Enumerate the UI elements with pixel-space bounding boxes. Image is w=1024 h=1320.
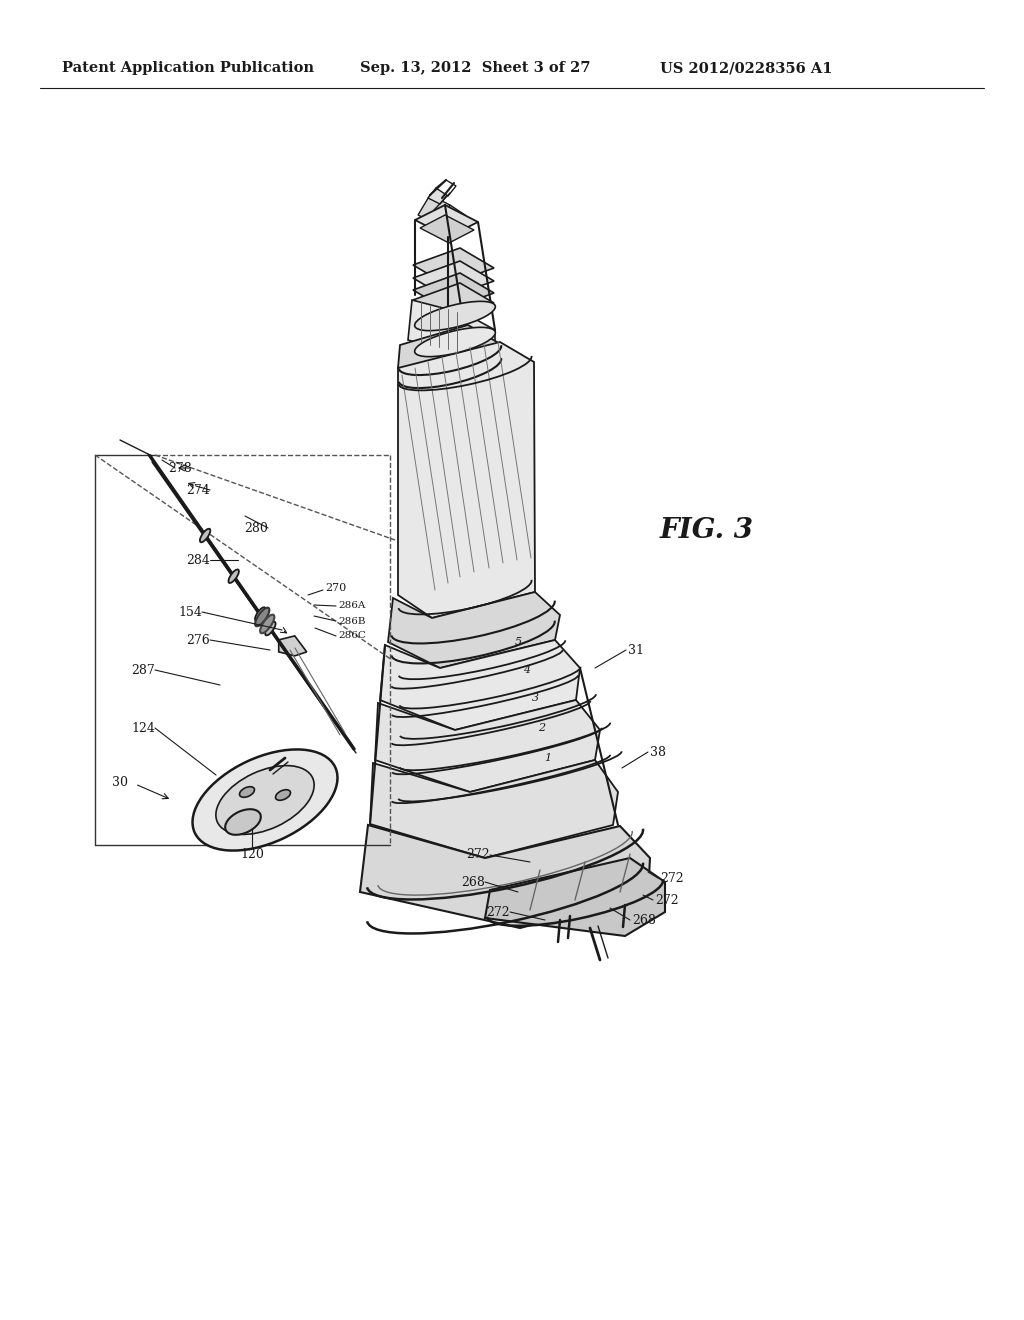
- Ellipse shape: [193, 750, 338, 850]
- Polygon shape: [418, 195, 450, 224]
- Ellipse shape: [265, 622, 275, 635]
- Text: 38: 38: [650, 746, 666, 759]
- Text: 280: 280: [244, 521, 268, 535]
- Polygon shape: [420, 215, 474, 243]
- Text: 30: 30: [112, 776, 128, 788]
- Text: FIG. 3: FIG. 3: [660, 516, 754, 544]
- Text: 286A: 286A: [338, 602, 366, 610]
- Polygon shape: [413, 282, 494, 319]
- Text: 272: 272: [660, 871, 684, 884]
- Polygon shape: [415, 205, 478, 238]
- Text: US 2012/0228356 A1: US 2012/0228356 A1: [660, 61, 833, 75]
- Text: 270: 270: [325, 583, 346, 593]
- Polygon shape: [438, 205, 465, 235]
- Ellipse shape: [216, 766, 314, 834]
- Text: 120: 120: [240, 847, 264, 861]
- Ellipse shape: [240, 787, 255, 797]
- Ellipse shape: [255, 607, 269, 626]
- Ellipse shape: [255, 607, 265, 620]
- Polygon shape: [360, 825, 650, 928]
- Text: Sep. 13, 2012  Sheet 3 of 27: Sep. 13, 2012 Sheet 3 of 27: [360, 61, 591, 75]
- Ellipse shape: [415, 301, 496, 330]
- Text: 286C: 286C: [338, 631, 366, 640]
- Text: 272: 272: [466, 849, 490, 862]
- Polygon shape: [375, 700, 600, 792]
- Text: 268: 268: [632, 913, 656, 927]
- Text: Patent Application Publication: Patent Application Publication: [62, 61, 314, 75]
- Text: 274: 274: [186, 483, 210, 496]
- Polygon shape: [428, 187, 449, 205]
- Polygon shape: [436, 180, 456, 195]
- Text: 278: 278: [168, 462, 193, 474]
- Text: 154: 154: [178, 606, 202, 619]
- Polygon shape: [413, 261, 494, 298]
- Polygon shape: [279, 636, 307, 656]
- Polygon shape: [388, 591, 560, 668]
- Text: 4: 4: [523, 665, 530, 675]
- Ellipse shape: [415, 327, 496, 356]
- Text: 31: 31: [628, 644, 644, 656]
- Text: 2: 2: [539, 723, 546, 733]
- Polygon shape: [370, 760, 618, 858]
- Ellipse shape: [228, 569, 239, 583]
- Polygon shape: [408, 300, 495, 370]
- Ellipse shape: [225, 809, 261, 834]
- Text: 3: 3: [531, 693, 539, 704]
- Text: 272: 272: [486, 906, 510, 919]
- Text: 124: 124: [131, 722, 155, 734]
- Ellipse shape: [200, 529, 210, 543]
- Ellipse shape: [275, 789, 291, 800]
- Text: 284: 284: [186, 553, 210, 566]
- Text: 1: 1: [545, 752, 552, 763]
- Polygon shape: [485, 858, 665, 936]
- Polygon shape: [398, 342, 535, 618]
- Text: 276: 276: [186, 634, 210, 647]
- Text: 286B: 286B: [338, 616, 366, 626]
- Polygon shape: [380, 640, 580, 730]
- Polygon shape: [398, 325, 502, 389]
- Text: 287: 287: [131, 664, 155, 676]
- Text: 5: 5: [514, 638, 521, 647]
- Polygon shape: [413, 273, 494, 310]
- Text: 272: 272: [655, 894, 679, 907]
- Ellipse shape: [260, 615, 274, 634]
- Text: 268: 268: [461, 875, 485, 888]
- Polygon shape: [413, 248, 494, 285]
